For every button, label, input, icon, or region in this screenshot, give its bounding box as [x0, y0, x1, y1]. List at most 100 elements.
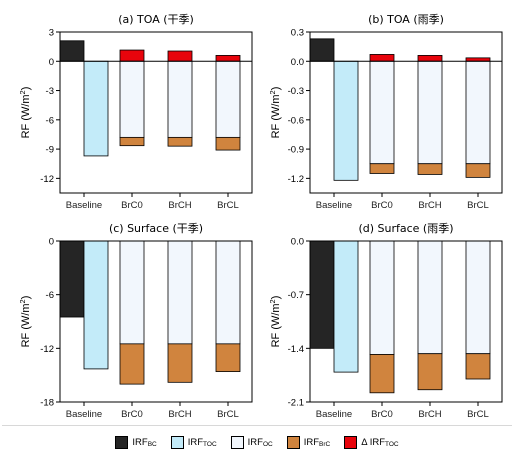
bar-brcl-irf-brc: [465, 163, 491, 178]
legend-swatch: [115, 435, 129, 449]
chart-panel-0: (a) TOA (干季) 3 0 -3 -6 -9 -12 RF (W/m2) Baseline…: [18, 13, 253, 211]
bar-brcl-dirf-toc: [215, 55, 241, 62]
y-axis-label-main: RF (W/m: [20, 303, 32, 347]
bar-brc0-irf-oc: [119, 60, 145, 138]
x-tick-label: BrC0: [121, 409, 143, 420]
y-axis-label-main: RF (W/m: [270, 303, 282, 347]
y-axis-label-sup: 2: [18, 90, 27, 94]
bar-brch-irf-oc: [167, 60, 193, 138]
y-tick-label: 0.3: [291, 28, 304, 39]
x-tick-label: BrCH: [168, 200, 191, 211]
bar-brcl-irf-oc: [215, 60, 241, 138]
bar-brc0-irf-oc: [369, 60, 395, 165]
legend-label: IRFOC: [247, 436, 273, 448]
bar-brcl-irf-oc: [465, 240, 491, 355]
bar-brch-irf-oc: [417, 60, 443, 165]
bar-brc0-irf-oc: [369, 240, 395, 355]
plot-frame: [309, 31, 503, 194]
legend-item-irf-oc: IRFOC: [230, 435, 273, 449]
y-axis-label-main: RF (W/m: [270, 94, 282, 138]
y-tick-label: -6: [46, 115, 54, 126]
y-axis-label: RF (W/m2): [18, 296, 32, 348]
legend-item-irf-toc: IRFTOC: [170, 435, 217, 449]
bar-brc0-irf-brc: [369, 354, 395, 394]
x-tick-label: BrCL: [467, 409, 489, 420]
legend-item-dirf-toc: Δ IRFTOC: [344, 435, 399, 449]
bar-brch-irf-brc: [167, 343, 193, 383]
x-tick-label: BrCH: [418, 409, 441, 420]
legend-label: IRFBrC: [303, 436, 331, 448]
bar-brcl-irf-brc: [215, 343, 241, 372]
y-axis-label: RF (W/m2): [18, 87, 32, 139]
bar-brch-dirf-toc: [167, 50, 193, 62]
x-tick-label: BrC0: [371, 409, 393, 420]
y-tick-label: -9: [46, 145, 54, 156]
bar-brch-irf-brc: [167, 136, 193, 147]
y-axis-label-end: ): [270, 296, 282, 300]
bar-baseline-irf-bc: [309, 38, 335, 62]
bar-brcl-dirf-toc: [465, 57, 491, 62]
x-tick-label: Baseline: [66, 409, 102, 420]
x-tick-label: BrCL: [467, 200, 489, 211]
bar-brc0-irf-oc: [119, 240, 145, 345]
bar-brcl-irf-brc: [215, 136, 241, 151]
bar-brcl-irf-brc: [465, 353, 491, 380]
chart-panel-3: (d) Surface (雨季) 0.0 -0.7 -1.4 -2.1 RF (W/m2)…: [268, 222, 503, 420]
x-tick-label: Baseline: [316, 200, 352, 211]
x-tick-label: BrCL: [217, 409, 239, 420]
bar-brch-irf-oc: [167, 240, 193, 345]
y-tick-label: 0: [49, 237, 54, 248]
y-tick-label: 0: [49, 57, 54, 68]
x-tick-label: BrC0: [121, 200, 143, 211]
y-tick-label: -12: [40, 174, 54, 185]
bar-baseline-irf-bc: [309, 240, 335, 349]
x-tick-label: BrCL: [217, 200, 239, 211]
chart-panel-1: (b) TOA (雨季) 0.3 0.0 -0.3 -0.6 -0.9 -1.2 RF (W/…: [268, 13, 503, 211]
chart-title: (d) Surface (雨季): [358, 222, 453, 235]
y-tick-label: -18: [40, 398, 54, 409]
y-axis-label-main: RF (W/m: [20, 94, 32, 138]
y-tick-label: -12: [40, 344, 54, 355]
x-tick-label: BrCH: [418, 200, 441, 211]
x-tick-label: BrC0: [371, 200, 393, 211]
plot-frame: [59, 31, 253, 194]
bar-brc0-dirf-toc: [119, 49, 145, 62]
plot-frame: [59, 240, 253, 403]
plot-frame: [309, 240, 503, 403]
legend-swatch: [170, 435, 184, 449]
y-axis-label-end: ): [20, 87, 32, 91]
chart-panel-2: (c) Surface (干季) 0 -6 -12 -18 RF (W/m2) Baseli…: [18, 222, 253, 420]
bar-brcl-irf-oc: [465, 60, 491, 165]
x-tick-label: Baseline: [316, 409, 352, 420]
y-axis-label-sup: 2: [18, 299, 27, 303]
y-tick-label: -0.6: [288, 115, 304, 126]
y-axis-label-sup: 2: [268, 90, 277, 94]
y-axis-label: RF (W/m2): [268, 87, 282, 139]
bar-brc0-irf-brc: [369, 163, 395, 174]
chart-title: (c) Surface (干季): [109, 222, 203, 235]
bar-brc0-irf-brc: [119, 136, 145, 147]
bar-brch-irf-brc: [417, 353, 443, 391]
y-tick-label: -1.4: [288, 344, 304, 355]
y-tick-label: 0.0: [291, 57, 304, 68]
legend-label: IRFBC: [132, 436, 157, 448]
bar-baseline-irf-toc: [83, 240, 109, 370]
y-tick-label: 3: [49, 28, 54, 39]
legend-swatch: [344, 435, 358, 449]
bar-baseline-irf-bc: [59, 40, 85, 62]
bar-brch-dirf-toc: [417, 55, 443, 62]
bar-baseline-irf-bc: [59, 240, 85, 318]
y-axis-label: RF (W/m2): [268, 296, 282, 348]
y-tick-label: -3: [46, 86, 54, 97]
y-tick-label: -2.1: [288, 398, 304, 409]
y-tick-label: -0.7: [288, 290, 304, 301]
x-tick-label: Baseline: [66, 200, 102, 211]
legend-swatch: [230, 435, 244, 449]
y-tick-label: 0.0: [291, 237, 304, 248]
bar-brc0-irf-brc: [119, 343, 145, 385]
bar-brcl-irf-oc: [215, 240, 241, 345]
legend-label: Δ IRFTOC: [361, 436, 399, 448]
bar-baseline-irf-toc: [83, 60, 109, 157]
chart-title: (a) TOA (干季): [118, 13, 194, 26]
